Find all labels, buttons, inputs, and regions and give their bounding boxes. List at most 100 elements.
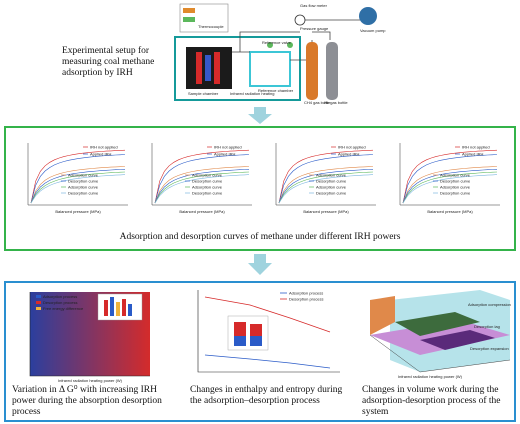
setup-label: Pressure gauge: [300, 26, 329, 31]
legend-label: IRH not applied: [338, 144, 366, 149]
legend-swatch: [36, 301, 41, 304]
axis: [197, 290, 340, 373]
pressure-gauge: [294, 14, 306, 26]
curve: [154, 171, 250, 204]
legend-label: Applied IRH: [462, 151, 483, 156]
curve: [154, 149, 250, 204]
legend-label: Adsorption curve: [192, 172, 223, 177]
vacuum-pump: [359, 7, 377, 25]
curve: [30, 169, 126, 204]
axis: [27, 143, 128, 206]
legend-label: Adsorption curve: [440, 172, 471, 177]
sample: [205, 55, 211, 81]
x-axis-label: Infrared radiation heating power (W): [398, 374, 463, 379]
inset-bar: [116, 302, 120, 316]
axis: [399, 143, 500, 206]
flow-arrow: [248, 254, 272, 275]
curve: [154, 154, 250, 204]
valve: [287, 42, 293, 48]
legend-label: Desorption curve: [192, 190, 223, 195]
legend-label: Desorption curve: [68, 190, 99, 195]
inset-bar: [250, 336, 262, 346]
legend-label: Desorption curve: [192, 178, 223, 183]
legend-label: IRH not applied: [90, 144, 118, 149]
legend-label: Adsorption process: [43, 294, 77, 299]
legend-swatch: [36, 295, 41, 298]
curve: [30, 174, 126, 204]
gas-bottle: [326, 42, 338, 100]
legend-label: Desorption curve: [68, 178, 99, 183]
panel-caption: Changes in volume work during the adsorp…: [362, 385, 501, 417]
inset-bar: [122, 299, 126, 316]
curves-frame: [4, 126, 516, 251]
legend-label: Desorption curve: [440, 178, 471, 183]
curve: [402, 171, 498, 204]
curve: [278, 171, 374, 204]
setup-label: Reference valve: [262, 40, 292, 45]
curve: [154, 174, 250, 204]
legend-label: Adsorption process: [289, 290, 323, 295]
surface-label: Desorption lag: [474, 324, 500, 329]
axis: [29, 292, 150, 377]
x-axis-label: Balanced pressure (MPa): [427, 209, 473, 214]
surface: [395, 312, 480, 336]
axis: [369, 334, 511, 373]
curve: [154, 169, 250, 204]
curve: [30, 154, 126, 204]
x-axis-label: Infrared radiation heating power (W): [58, 378, 123, 383]
curve: [278, 169, 374, 204]
surface: [370, 296, 395, 335]
legend-swatch: [36, 307, 41, 310]
heater: [196, 52, 202, 84]
setup-label: Reference chamber: [258, 88, 294, 93]
legend-label: Desorption process: [43, 300, 77, 305]
legend-label: Applied IRH: [90, 151, 111, 156]
curve: [402, 166, 498, 204]
legend-label: IRH not applied: [462, 144, 490, 149]
setup-label: Vacuum pump: [360, 28, 386, 33]
legend-label: Free energy difference: [43, 306, 84, 311]
legend-label: Applied IRH: [214, 151, 235, 156]
flow-arrow: [248, 107, 272, 124]
panel-caption: Changes in enthalpy and entropy during t…: [190, 385, 343, 406]
legend-label: Applied IRH: [338, 151, 359, 156]
heater: [214, 52, 220, 84]
curves-caption: Adsorption and desorption curves of meth…: [119, 232, 401, 242]
curve: [278, 149, 374, 204]
panel-caption: Variation in Δ G⁰ with increasing IRH po…: [12, 385, 162, 417]
x-axis-label: Balanced pressure (MPa): [179, 209, 225, 214]
thermostat-box: [174, 36, 301, 101]
x-axis-label: Balanced pressure (MPa): [55, 209, 101, 214]
legend-label: Adsorption curve: [192, 184, 223, 189]
axis: [275, 143, 376, 206]
legend-label: Desorption process: [289, 296, 323, 301]
inset-bar: [104, 300, 108, 316]
curve: [154, 166, 250, 204]
line: [204, 354, 331, 369]
setup-label: He gas bottle: [324, 100, 348, 105]
legend-swatch: [183, 8, 195, 13]
legend-label: IRH not applied: [214, 144, 242, 149]
legend-label: Adsorption curve: [440, 184, 471, 189]
gas-bottle: [306, 42, 318, 100]
setup-label: Sample chamber: [188, 91, 219, 96]
surface-label: Adsorption compression: [468, 302, 511, 307]
curve: [30, 149, 126, 204]
x-axis-label: Balanced pressure (MPa): [303, 209, 349, 214]
surface-label: Desorption expansion: [470, 346, 509, 351]
legend-label: Adsorption curve: [68, 184, 99, 189]
setup-label: Infrared radiation heating: [230, 91, 274, 96]
results-frame: [4, 281, 516, 422]
reference-chamber: [249, 51, 291, 87]
curve: [402, 169, 498, 204]
setup-caption: Experimental setup for measuring coal me…: [62, 46, 155, 78]
curve: [30, 171, 126, 204]
setup-label: Thermocouple: [198, 24, 224, 29]
inset-bar: [128, 304, 132, 316]
setup-label: CH4 gas bottle: [304, 100, 331, 105]
curve: [402, 174, 498, 204]
curve: [278, 154, 374, 204]
legend-label: Desorption curve: [316, 190, 347, 195]
axis: [151, 143, 252, 206]
